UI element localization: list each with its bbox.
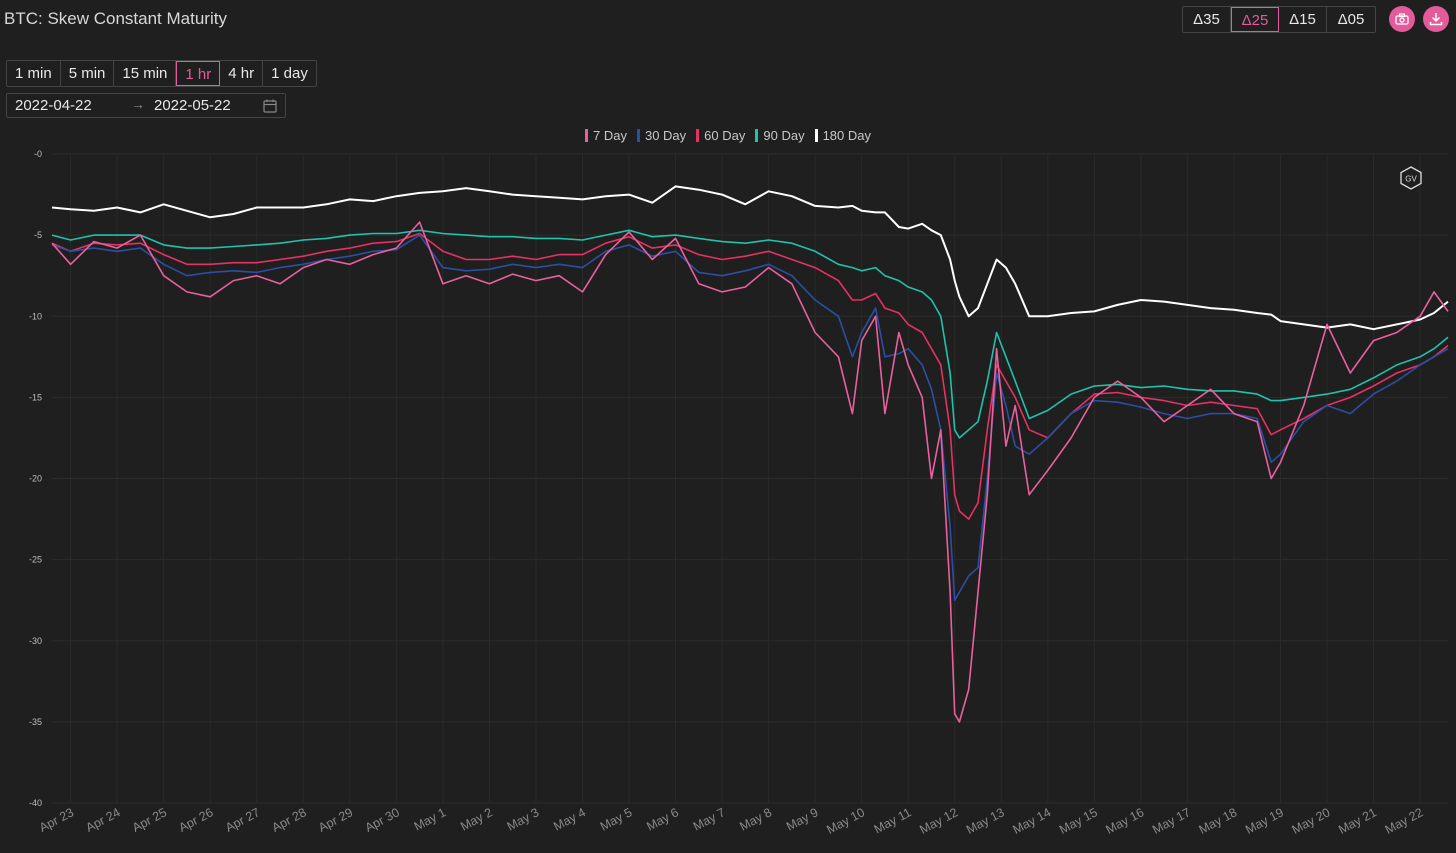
date-start[interactable]: 2022-04-22 [15, 97, 92, 114]
chart-grid [52, 153, 1448, 804]
delta-35-button[interactable]: Δ35 [1183, 7, 1231, 32]
x-tick-label: Apr 24 [83, 805, 122, 835]
x-tick-label: May 12 [917, 805, 960, 837]
y-tick-label: -30 [29, 636, 42, 646]
x-tick-label: Apr 28 [270, 805, 309, 835]
camera-icon [1395, 13, 1409, 25]
y-tick-label: -35 [29, 717, 42, 727]
x-tick-label: Apr 26 [177, 805, 216, 835]
x-tick-label: May 1 [412, 805, 449, 833]
timeframe-5min-button[interactable]: 5 min [61, 61, 115, 86]
legend-label: 180 Day [822, 128, 871, 143]
gv-logo-icon: GV [1400, 166, 1422, 190]
y-tick-label: -5 [34, 230, 42, 240]
timeframe-4hr-button[interactable]: 4 hr [220, 61, 264, 86]
chart-title: BTC: Skew Constant Maturity [4, 9, 227, 28]
series-line-180-day [51, 185, 1449, 331]
timeframe-1hr-button[interactable]: 1 hr [176, 61, 221, 86]
date-end[interactable]: 2022-05-22 [154, 97, 231, 114]
delta-25-button[interactable]: Δ25 [1231, 7, 1279, 32]
x-tick-label: May 19 [1243, 805, 1286, 837]
x-tick-label: May 10 [824, 805, 867, 837]
x-tick-label: Apr 23 [37, 805, 76, 835]
series-line-7-day [51, 221, 1449, 723]
y-tick-label: -40 [29, 798, 42, 808]
timeframe-15min-button[interactable]: 15 min [114, 61, 177, 86]
x-tick-label: May 3 [505, 805, 542, 833]
x-axis: Apr 23 Apr 24 Apr 25 Apr 26 Apr 27 Apr 28 Apr … [37, 805, 1426, 837]
download-button[interactable] [1423, 6, 1449, 32]
x-tick-label: Apr 27 [223, 805, 262, 835]
series-line-90-day [51, 229, 1449, 439]
legend-label: 60 Day [704, 128, 746, 143]
y-axis: -0 -5 -10 -15 -20 -25 -30 -35 -40 [29, 149, 42, 808]
download-icon [1429, 13, 1443, 26]
y-tick-label: -0 [34, 149, 42, 159]
svg-text:GV: GV [1405, 175, 1417, 184]
delta-05-button[interactable]: Δ05 [1337, 11, 1365, 28]
legend-item-30day[interactable]: 30 Day [636, 128, 687, 143]
timeframe-selector: 1 min 5 min 15 min 1 hr 4 hr 1 day [6, 60, 317, 87]
legend-label: 30 Day [644, 128, 687, 143]
x-tick-label: May 8 [737, 805, 774, 833]
y-tick-label: -20 [29, 474, 42, 484]
x-tick-label: May 11 [872, 805, 914, 836]
x-tick-label: May 13 [964, 805, 1007, 837]
date-range-picker[interactable]: 2022-04-22 → 2022-05-22 [6, 93, 286, 118]
legend-item-180day[interactable]: 180 Day [814, 128, 871, 143]
calendar-icon[interactable] [263, 99, 277, 113]
legend-swatch [636, 129, 640, 142]
chart-legend: 7 Day 30 Day 60 Day 90 Day 180 Day [0, 128, 1456, 143]
x-tick-label: Apr 25 [130, 805, 169, 835]
series-line-60-day [51, 232, 1449, 520]
x-tick-label: May 2 [458, 805, 495, 833]
series-lines [51, 185, 1449, 723]
timeframe-1day-button[interactable]: 1 day [271, 65, 308, 82]
x-tick-label: May 4 [551, 805, 588, 833]
x-tick-label: May 22 [1383, 805, 1426, 837]
timeframe-1min-button[interactable]: 1 min [7, 61, 61, 86]
legend-swatch [755, 129, 759, 142]
legend-swatch [814, 129, 818, 142]
series-line-30-day [51, 234, 1449, 602]
y-tick-label: -10 [29, 311, 42, 321]
legend-item-90day[interactable]: 90 Day [755, 128, 805, 143]
x-tick-label: Apr 30 [363, 805, 402, 835]
delta-selector: Δ35 Δ25 Δ15 Δ05 [1182, 6, 1376, 33]
x-tick-label: May 5 [598, 805, 635, 833]
screenshot-button[interactable] [1389, 6, 1415, 32]
date-separator: → [131, 96, 145, 112]
delta-15-button[interactable]: Δ15 [1279, 7, 1327, 32]
x-tick-label: May 21 [1336, 805, 1379, 837]
legend-item-60day[interactable]: 60 Day [696, 128, 745, 143]
x-tick-label: Apr 29 [316, 805, 355, 835]
x-tick-label: May 14 [1010, 805, 1053, 837]
x-tick-label: May 9 [784, 805, 821, 833]
x-tick-label: May 16 [1104, 805, 1147, 837]
legend-label: 7 Day [593, 128, 627, 143]
x-tick-label: May 7 [691, 805, 728, 833]
legend-label: 90 Day [763, 128, 805, 143]
legend-swatch [696, 129, 700, 142]
x-tick-label: May 20 [1290, 805, 1333, 837]
y-tick-label: -15 [29, 392, 42, 402]
x-tick-label: May 6 [644, 805, 681, 833]
legend-swatch [585, 129, 588, 142]
x-tick-label: May 15 [1057, 805, 1100, 837]
x-tick-label: May 18 [1197, 805, 1240, 837]
legend-item-7day[interactable]: 7 Day [585, 128, 627, 143]
y-tick-label: -25 [29, 555, 42, 565]
x-tick-label: May 17 [1150, 805, 1193, 837]
